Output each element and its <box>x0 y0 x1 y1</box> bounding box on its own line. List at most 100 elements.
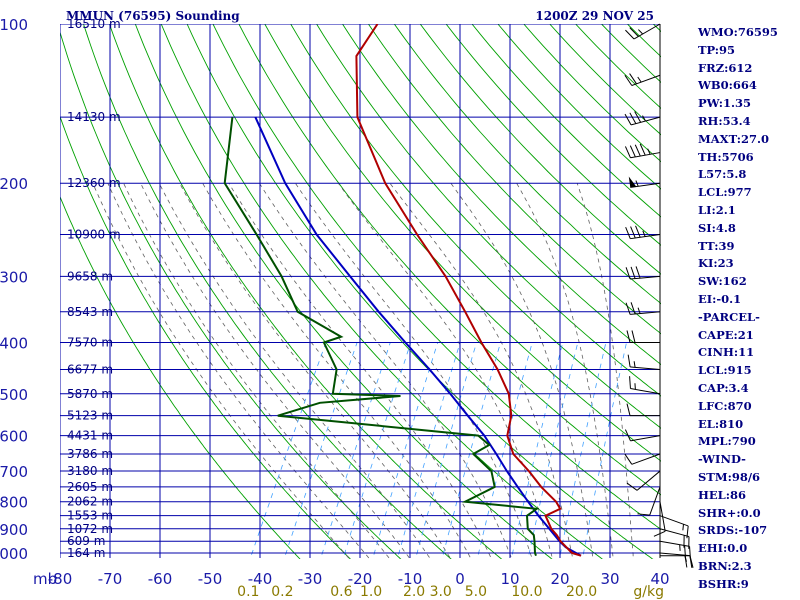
wind-barb <box>626 470 661 491</box>
index-row: WMO:76595 <box>698 25 778 39</box>
wind-barb-full <box>634 111 642 123</box>
height-label: 7570 m <box>67 335 113 349</box>
index-row: EL:810 <box>698 416 744 431</box>
wind-barb-full <box>639 143 646 156</box>
wind-barb-full <box>653 530 666 537</box>
mixing-ratio-line <box>441 342 501 559</box>
mixing-ratio-line <box>476 342 533 559</box>
index-row: BSHR:9 <box>698 576 749 591</box>
temperature-tick-label: 40 <box>650 570 669 588</box>
temperature-trace <box>355 24 582 557</box>
index-row: TT:39 <box>698 238 735 253</box>
pressure-tick-label: 200 <box>0 175 28 193</box>
wind-barb-full <box>637 513 650 516</box>
height-label: 12360 m <box>67 176 121 190</box>
wind-barb-half <box>638 29 644 35</box>
wind-barb-full <box>629 73 637 85</box>
wind-barb-full <box>689 546 691 559</box>
index-row: CINH:11 <box>698 345 755 360</box>
wind-barb-full <box>630 226 636 239</box>
wind-barb-full <box>686 525 689 539</box>
dry-adiabat-line <box>238 24 661 496</box>
index-row: KI:23 <box>698 256 734 271</box>
wind-barb-half <box>637 76 642 83</box>
index-row: LCL:915 <box>698 363 752 378</box>
wind-barb-full <box>635 266 641 279</box>
wind-barb-half <box>635 180 639 187</box>
wind-barb <box>629 376 661 395</box>
mixing-ratio-line <box>559 342 607 559</box>
index-row: FRZ:612 <box>698 60 753 75</box>
index-row: -PARCEL- <box>698 309 760 324</box>
dry-adiabat-line <box>134 24 553 559</box>
wind-barb <box>624 453 661 465</box>
index-row: CAP:3.4 <box>698 380 749 395</box>
wind-barb-full <box>624 429 631 442</box>
wind-barb-full <box>624 146 631 158</box>
dry-adiabat-line <box>60 195 301 559</box>
dry-adiabat-line <box>186 24 654 559</box>
temperature-tick-label: -30 <box>298 570 323 588</box>
moist-adiabat-line <box>576 183 634 559</box>
height-label: 5870 m <box>67 387 113 401</box>
dry-adiabat-line <box>60 30 402 559</box>
wind-barb <box>626 403 660 417</box>
index-row: SW:162 <box>698 274 747 289</box>
mixing-ratio-label: 20.0 <box>566 584 597 600</box>
height-label: 609 m <box>67 534 105 548</box>
dry-adiabat-line <box>445 24 661 246</box>
pressure-tick-label: 900 <box>0 521 28 539</box>
mixing-ratio-label: 1.0 <box>360 584 382 600</box>
pressure-tick-label: 600 <box>0 428 28 446</box>
mixing-ratio-label: 0.2 <box>271 584 293 600</box>
wind-barb <box>624 429 661 442</box>
index-row: LI:2.1 <box>698 202 736 217</box>
mixing-ratio-line <box>510 342 564 559</box>
temperature-tick-label: -20 <box>348 570 373 588</box>
mixing-ratio-label: 0.6 <box>330 584 352 600</box>
moist-adiabat-line <box>389 182 574 559</box>
wind-barb-full <box>631 330 636 343</box>
height-label: 1072 m <box>67 522 113 536</box>
index-row: SHR+:0.0 <box>698 505 761 520</box>
index-row: STM:98/6 <box>698 469 761 484</box>
temperature-tick-label: -60 <box>148 570 173 588</box>
wind-barb-staff <box>649 486 661 516</box>
wind-barb <box>637 486 661 516</box>
height-label: 2605 m <box>67 480 113 494</box>
wind-barb <box>625 266 661 280</box>
mixing-ratio-label: 2.0 <box>403 584 425 600</box>
dry-adiabat-line <box>367 24 661 335</box>
mixing-ratio-label: 0.1 <box>237 584 259 600</box>
wind-barb-full <box>626 330 631 343</box>
index-row: MPL:790 <box>698 434 756 449</box>
mixing-ratio-line <box>342 342 412 559</box>
height-labels: 16510 m 14130 m 12360 m 10900 m 9658 m 8543 m… <box>67 17 121 560</box>
height-label: 16510 m <box>67 17 121 31</box>
moist-adiabat-line <box>179 183 452 559</box>
wind-barb <box>625 23 661 40</box>
pressure-tick-label: 100 <box>0 16 28 34</box>
index-row: BRN:2.3 <box>698 558 752 573</box>
height-label: 3180 m <box>67 464 113 478</box>
pressure-tick-label: 1000 <box>0 545 28 563</box>
wind-barb <box>626 330 660 343</box>
temperature-tick-label: 0 <box>455 570 465 588</box>
moist-adiabat-line <box>140 183 411 559</box>
mixing-ratio-label: 5.0 <box>465 584 487 600</box>
wind-barb-staff <box>659 501 666 532</box>
index-row: LCL:977 <box>698 185 752 200</box>
moist-adiabat-line <box>450 182 594 559</box>
wind-barb <box>628 176 661 188</box>
wind-barb-full <box>624 453 633 465</box>
index-row: -WIND- <box>698 452 746 467</box>
temperature-tick-label: -50 <box>198 570 223 588</box>
wind-barb-full <box>625 29 635 40</box>
parcel-trace <box>254 116 582 557</box>
height-label: 3786 m <box>67 447 113 461</box>
height-label: 4431 m <box>67 429 113 443</box>
dry-adiabat-line <box>160 24 603 559</box>
dry-adiabat-line <box>108 24 503 559</box>
temperature-tick-label: 10 <box>500 570 519 588</box>
pressure-tick-label: 800 <box>0 494 28 512</box>
